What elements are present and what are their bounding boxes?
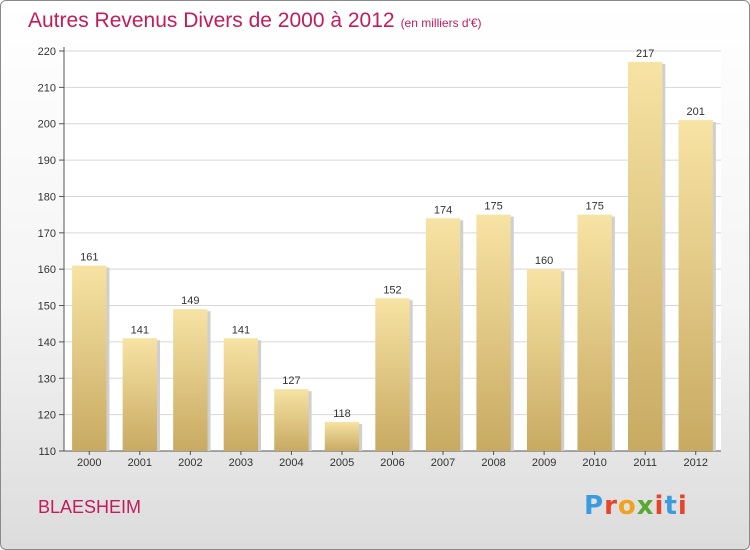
data-label: 160 (535, 255, 553, 267)
bar (678, 120, 713, 451)
bar (324, 421, 360, 451)
x-tick-label: 2011 (633, 457, 657, 469)
data-label: 118 (333, 408, 351, 420)
x-tick-label: 2010 (582, 457, 606, 469)
data-label: 149 (181, 295, 199, 307)
data-label: 175 (585, 201, 603, 213)
logo-letter: o (617, 491, 637, 521)
logo-letter: i (654, 491, 665, 521)
data-label: 152 (383, 284, 401, 296)
y-tick-label: 150 (38, 301, 56, 313)
logo-letter: r (604, 491, 618, 521)
y-tick-label: 200 (38, 119, 56, 131)
x-tick-label: 2008 (481, 457, 505, 469)
data-label: 175 (484, 201, 502, 213)
y-tick-label: 170 (38, 228, 56, 240)
y-tick-label: 110 (38, 446, 56, 458)
x-tick-label: 2004 (279, 457, 303, 469)
x-tick-label: 2002 (178, 457, 202, 469)
proxiti-logo: Proxiti (584, 491, 688, 521)
x-tick-label: 2006 (380, 457, 404, 469)
bar (72, 265, 107, 451)
x-tick-label: 2005 (330, 457, 354, 469)
logo-letter: t (664, 491, 678, 521)
location-label: BLAESHEIM (38, 497, 142, 517)
data-label: 161 (80, 252, 98, 264)
bar (274, 389, 309, 451)
x-tick-label: 2000 (77, 457, 101, 469)
bar (223, 338, 259, 451)
x-tick-label: 2001 (128, 457, 152, 469)
y-tick-label: 130 (38, 373, 56, 385)
y-tick-label: 220 (38, 46, 56, 58)
bar (476, 214, 511, 451)
x-tick-label: 2007 (431, 457, 455, 469)
x-tick-label: 2003 (229, 457, 253, 469)
logo-letter: i (677, 491, 688, 521)
bar (628, 61, 663, 452)
x-tick-label: 2009 (532, 457, 556, 469)
x-tick-label: 2012 (683, 457, 707, 469)
data-label: 174 (434, 204, 452, 216)
y-tick-label: 210 (38, 82, 56, 94)
y-tick-label: 160 (38, 264, 56, 276)
chart-title: Autres Revenus Divers de 2000 à 2012 (en … (28, 9, 482, 33)
data-label: 127 (282, 375, 300, 387)
bar (577, 214, 612, 451)
bar (425, 218, 461, 451)
data-label: 217 (636, 48, 654, 60)
logo-letter: x (636, 491, 655, 521)
y-tick-label: 140 (38, 337, 56, 349)
data-label: 141 (131, 324, 149, 336)
bar (375, 298, 410, 451)
chart-subtitle: (en milliers d'€) (400, 16, 482, 30)
chart-title-text: Autres Revenus Divers de 2000 à 2012 (28, 9, 395, 32)
data-label: 201 (687, 106, 705, 118)
data-label: 141 (232, 324, 250, 336)
y-tick-label: 120 (38, 410, 56, 422)
bar (122, 338, 157, 451)
logo-letter: P (584, 491, 605, 521)
bar (173, 309, 208, 451)
y-tick-label: 180 (38, 191, 56, 203)
y-tick-label: 190 (38, 155, 56, 167)
bar (526, 269, 562, 451)
